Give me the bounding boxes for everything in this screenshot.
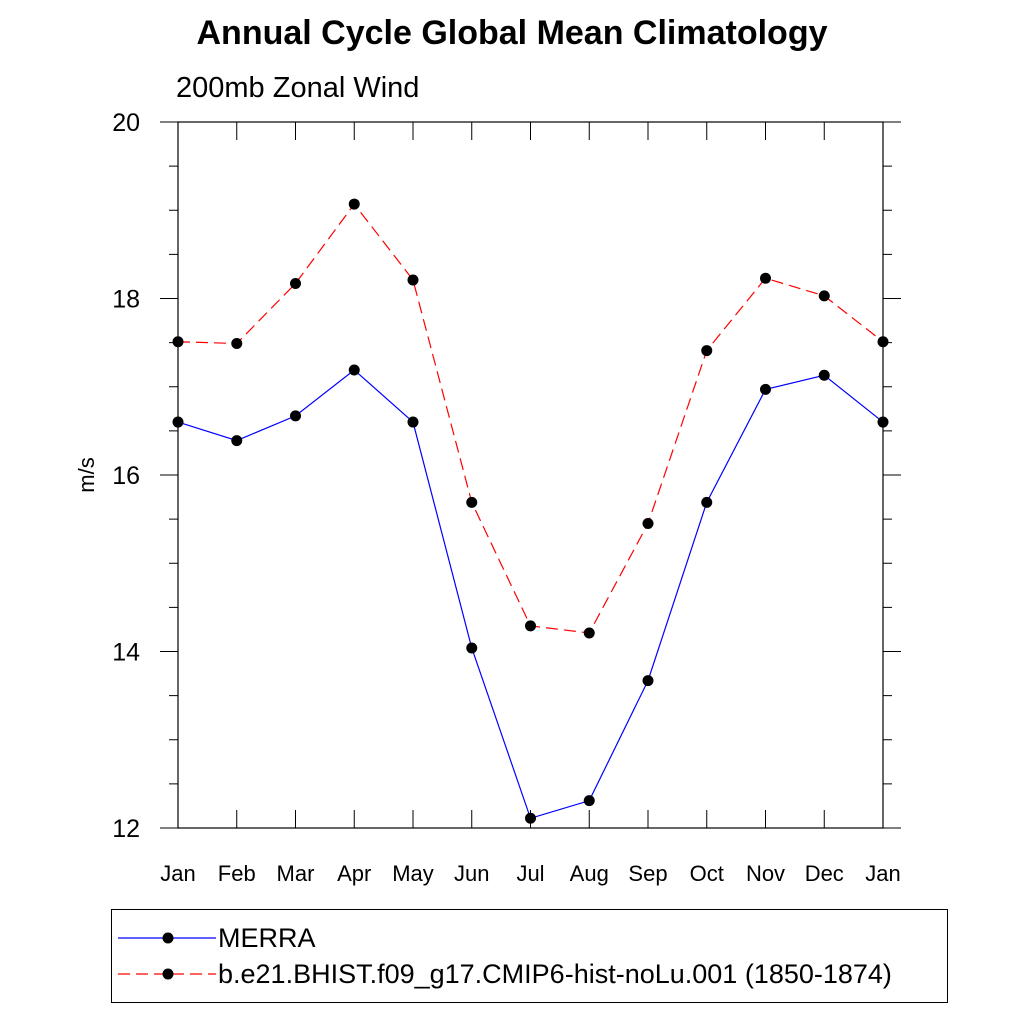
legend-label-model: b.e21.BHIST.f09_g17.CMIP6-hist-noLu.001 … [218, 959, 892, 989]
y-tick-label: 18 [112, 286, 140, 314]
data-point [407, 274, 419, 286]
x-tick-label: Aug [570, 861, 609, 886]
data-point [760, 383, 771, 395]
series-line [177, 369, 884, 820]
data-point [466, 496, 478, 508]
data-point [642, 675, 654, 687]
y-tick-labels: 12 14 16 18 20 [112, 109, 140, 843]
data-point [231, 338, 243, 350]
data-point [760, 272, 771, 284]
major-ticks [160, 121, 901, 829]
plot-frame [177, 121, 884, 829]
data-point [290, 277, 301, 289]
x-tick-label: Dec [805, 861, 844, 886]
x-tick-label: Mar [277, 861, 315, 886]
data-point [525, 812, 536, 824]
legend-item-model: b.e21.BHIST.f09_g17.CMIP6-hist-noLu.001 … [112, 957, 947, 991]
x-tick-label: Feb [218, 861, 256, 886]
data-point [701, 496, 713, 508]
minor-ticks [169, 165, 892, 785]
series-line [177, 203, 884, 634]
data-point [290, 410, 301, 422]
data-point [877, 336, 889, 348]
data-point [701, 345, 713, 357]
x-tick-label: Apr [337, 861, 371, 886]
series-layer [172, 198, 889, 824]
data-point [348, 198, 360, 210]
y-axis-label: m/s [74, 457, 99, 492]
data-point [642, 518, 654, 530]
data-point [407, 416, 419, 428]
data-point [348, 364, 360, 376]
series-model [172, 198, 889, 639]
y-tick-label: 20 [112, 109, 140, 137]
legend: MERRA b.e21.BHIST.f09_g17.CMIP6-hist-noL… [111, 909, 948, 1003]
data-point [466, 642, 478, 654]
y-tick-label: 16 [112, 462, 140, 490]
x-tick-label: Nov [746, 861, 785, 886]
series-merra [172, 364, 889, 824]
data-point [818, 369, 830, 381]
legend-label-merra: MERRA [218, 923, 316, 953]
data-point [583, 627, 595, 639]
x-tick-label: Oct [690, 861, 724, 886]
data-point [583, 795, 595, 807]
data-point [877, 416, 889, 428]
x-tick-label: Jan [865, 861, 900, 886]
data-point [172, 416, 184, 428]
data-point [172, 336, 184, 348]
legend-item-merra: MERRA [112, 921, 947, 955]
y-tick-label: 14 [112, 639, 140, 667]
x-tick-label: May [392, 861, 434, 886]
x-tick-label: Jul [516, 861, 544, 886]
data-point [231, 435, 243, 447]
chart-subtitle: 200mb Zonal Wind [176, 72, 420, 104]
legend-swatch-merra [118, 932, 216, 944]
chart-title: Annual Cycle Global Mean Climatology [196, 14, 828, 52]
x-tick-labels: Jan Feb Mar Apr May Jun Jul Aug Sep Oct Nov Dec Jan [160, 861, 900, 886]
y-tick-label: 12 [112, 815, 140, 843]
data-point [818, 290, 830, 302]
data-point [525, 620, 536, 632]
x-tick-label: Jun [454, 861, 489, 886]
x-tick-label: Jan [160, 861, 195, 886]
legend-swatch-model [118, 968, 216, 980]
legend-marker-model [162, 968, 174, 980]
legend-marker-merra [162, 932, 174, 944]
x-tick-label: Sep [628, 861, 667, 886]
